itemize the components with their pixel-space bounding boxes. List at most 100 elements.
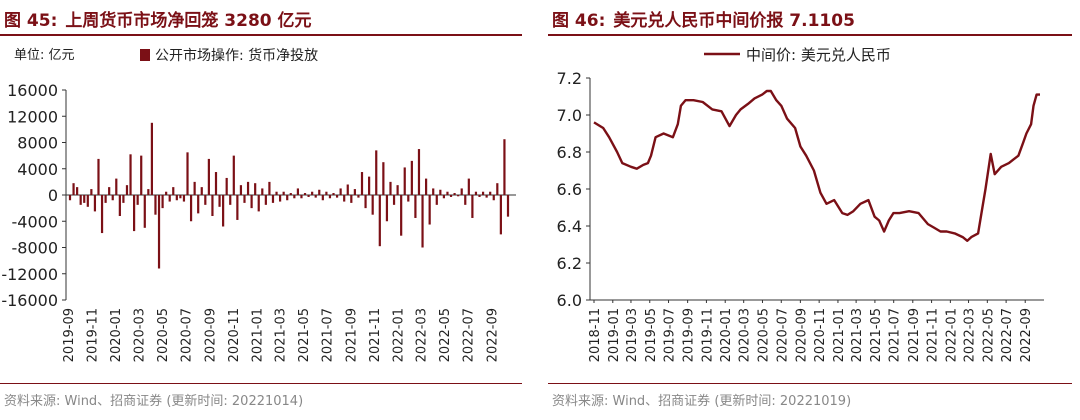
bar: [464, 195, 467, 205]
x-tick-label: 2021-05: [297, 308, 312, 362]
bar: [243, 195, 246, 203]
x-tick-label: 2020-11: [813, 308, 828, 362]
bar: [492, 195, 495, 201]
unit-label: 单位: 亿元: [14, 48, 75, 63]
bar: [499, 195, 502, 235]
bar: [186, 152, 189, 195]
bar: [239, 185, 243, 195]
bar: [204, 195, 207, 205]
line-chart: 中间价: 美元兑人民币 7.2 7.0 6.8 6.6 6.4 6.2 6.0 2018-11 2…: [557, 46, 1044, 362]
bar: [346, 184, 349, 195]
y-tick-label: -8000: [12, 239, 59, 258]
x-tick-label: 2020-07: [775, 308, 790, 362]
bar: [343, 195, 346, 202]
bar: [278, 195, 282, 202]
x-tick-label: 2018-11: [588, 308, 603, 362]
bar: [503, 139, 506, 195]
bar: [271, 195, 275, 203]
bar: [403, 167, 406, 195]
bar: [435, 195, 438, 205]
bar: [115, 178, 118, 195]
bar: [368, 176, 371, 195]
y-tick-label: 4000: [17, 160, 58, 179]
legend-label: 公开市场操作: 货币净投放: [155, 47, 318, 64]
bar: [100, 195, 104, 234]
legend-label: 中间价: 美元兑人民币: [746, 46, 891, 64]
left-chart-title: 图 45: 上周货币市场净回笼 3280 亿元: [4, 6, 312, 31]
bar: [90, 189, 93, 195]
y-tick-label: -12000: [1, 265, 58, 284]
bar: [289, 193, 292, 195]
left-figure-label: 图 45:: [4, 11, 58, 31]
series-line: [593, 89, 1040, 243]
right-chart-panel: 图 46: 美元兑人民币中间价报 7.1105 中间价: 美元兑人民币 7.2 7.0…: [548, 0, 1080, 420]
bar: [307, 195, 310, 197]
right-title-text: 美元兑人民币中间价报 7.1105: [613, 11, 855, 31]
x-tick-label: 2022-09: [485, 308, 500, 362]
y-tick-label: 6.4: [557, 217, 582, 236]
x-tick-label: 2021-11: [368, 308, 383, 362]
bar: [261, 188, 264, 195]
bar: [350, 195, 353, 203]
right-source-note: 资料来源: Wind、招商证券 (更新时间: 20221019): [552, 394, 852, 409]
bar: [467, 178, 470, 195]
x-tick-label: 2022-05: [981, 308, 996, 362]
bar: [76, 187, 79, 195]
bar: [357, 195, 360, 198]
x-tick-label: 2019-07: [663, 308, 678, 362]
x-tick-label: 2019-01: [607, 308, 622, 362]
bar: [428, 195, 431, 225]
bar: [389, 181, 392, 195]
y-tick-label: -16000: [1, 291, 58, 310]
x-tick-label: 2021-05: [869, 308, 884, 362]
bar: [453, 193, 456, 195]
x-tick-label: 2021-01: [832, 308, 847, 362]
x-tick-label: 2020-01: [719, 308, 734, 362]
bar: [207, 158, 210, 195]
bar: [86, 195, 89, 207]
y-tick-label: 8000: [17, 134, 58, 153]
bar: [332, 193, 335, 195]
x-tick-label: 2019-03: [625, 308, 640, 362]
x-tick-label: 2022-07: [1000, 308, 1015, 362]
x-tick-label: 2022-05: [438, 308, 453, 362]
bar: [214, 172, 218, 195]
x-tick-label: 2021-03: [850, 308, 865, 362]
bar: [296, 188, 300, 195]
bar: [104, 195, 107, 203]
left-source-note: 资料来源: Wind、招商证券 (更新时间: 20221014): [4, 394, 304, 409]
bar: [136, 195, 139, 205]
bar: [147, 189, 150, 195]
bar: [68, 195, 72, 201]
bar: [300, 195, 303, 199]
bar: [154, 195, 157, 215]
bar: [200, 187, 203, 195]
bar: [446, 191, 449, 195]
x-tick-label: 2021-11: [926, 308, 941, 362]
bar: [432, 188, 435, 195]
bar: [232, 155, 235, 195]
bar: [321, 195, 324, 201]
bar: [79, 195, 82, 205]
bar: [474, 191, 478, 195]
bar: [246, 181, 250, 195]
bar: [236, 195, 239, 220]
bar: [303, 193, 307, 195]
bar: [392, 195, 396, 205]
bar: [293, 195, 296, 199]
bar: [218, 195, 221, 207]
x-tick-label: 2022-01: [392, 308, 407, 362]
right-title-rule: [548, 34, 1072, 36]
x-tick-label: 2022-01: [944, 308, 959, 362]
bar: [165, 191, 168, 195]
bar: [311, 191, 314, 195]
x-tick-label: 2021-09: [907, 308, 922, 362]
bar: [457, 195, 460, 197]
bar: [229, 195, 232, 205]
bar: [385, 195, 389, 222]
bar: [211, 195, 214, 216]
bar: [396, 185, 399, 195]
y-tick-label: 6.6: [557, 180, 582, 199]
x-tick-label: 2020-09: [794, 308, 809, 362]
bar: [414, 195, 417, 218]
